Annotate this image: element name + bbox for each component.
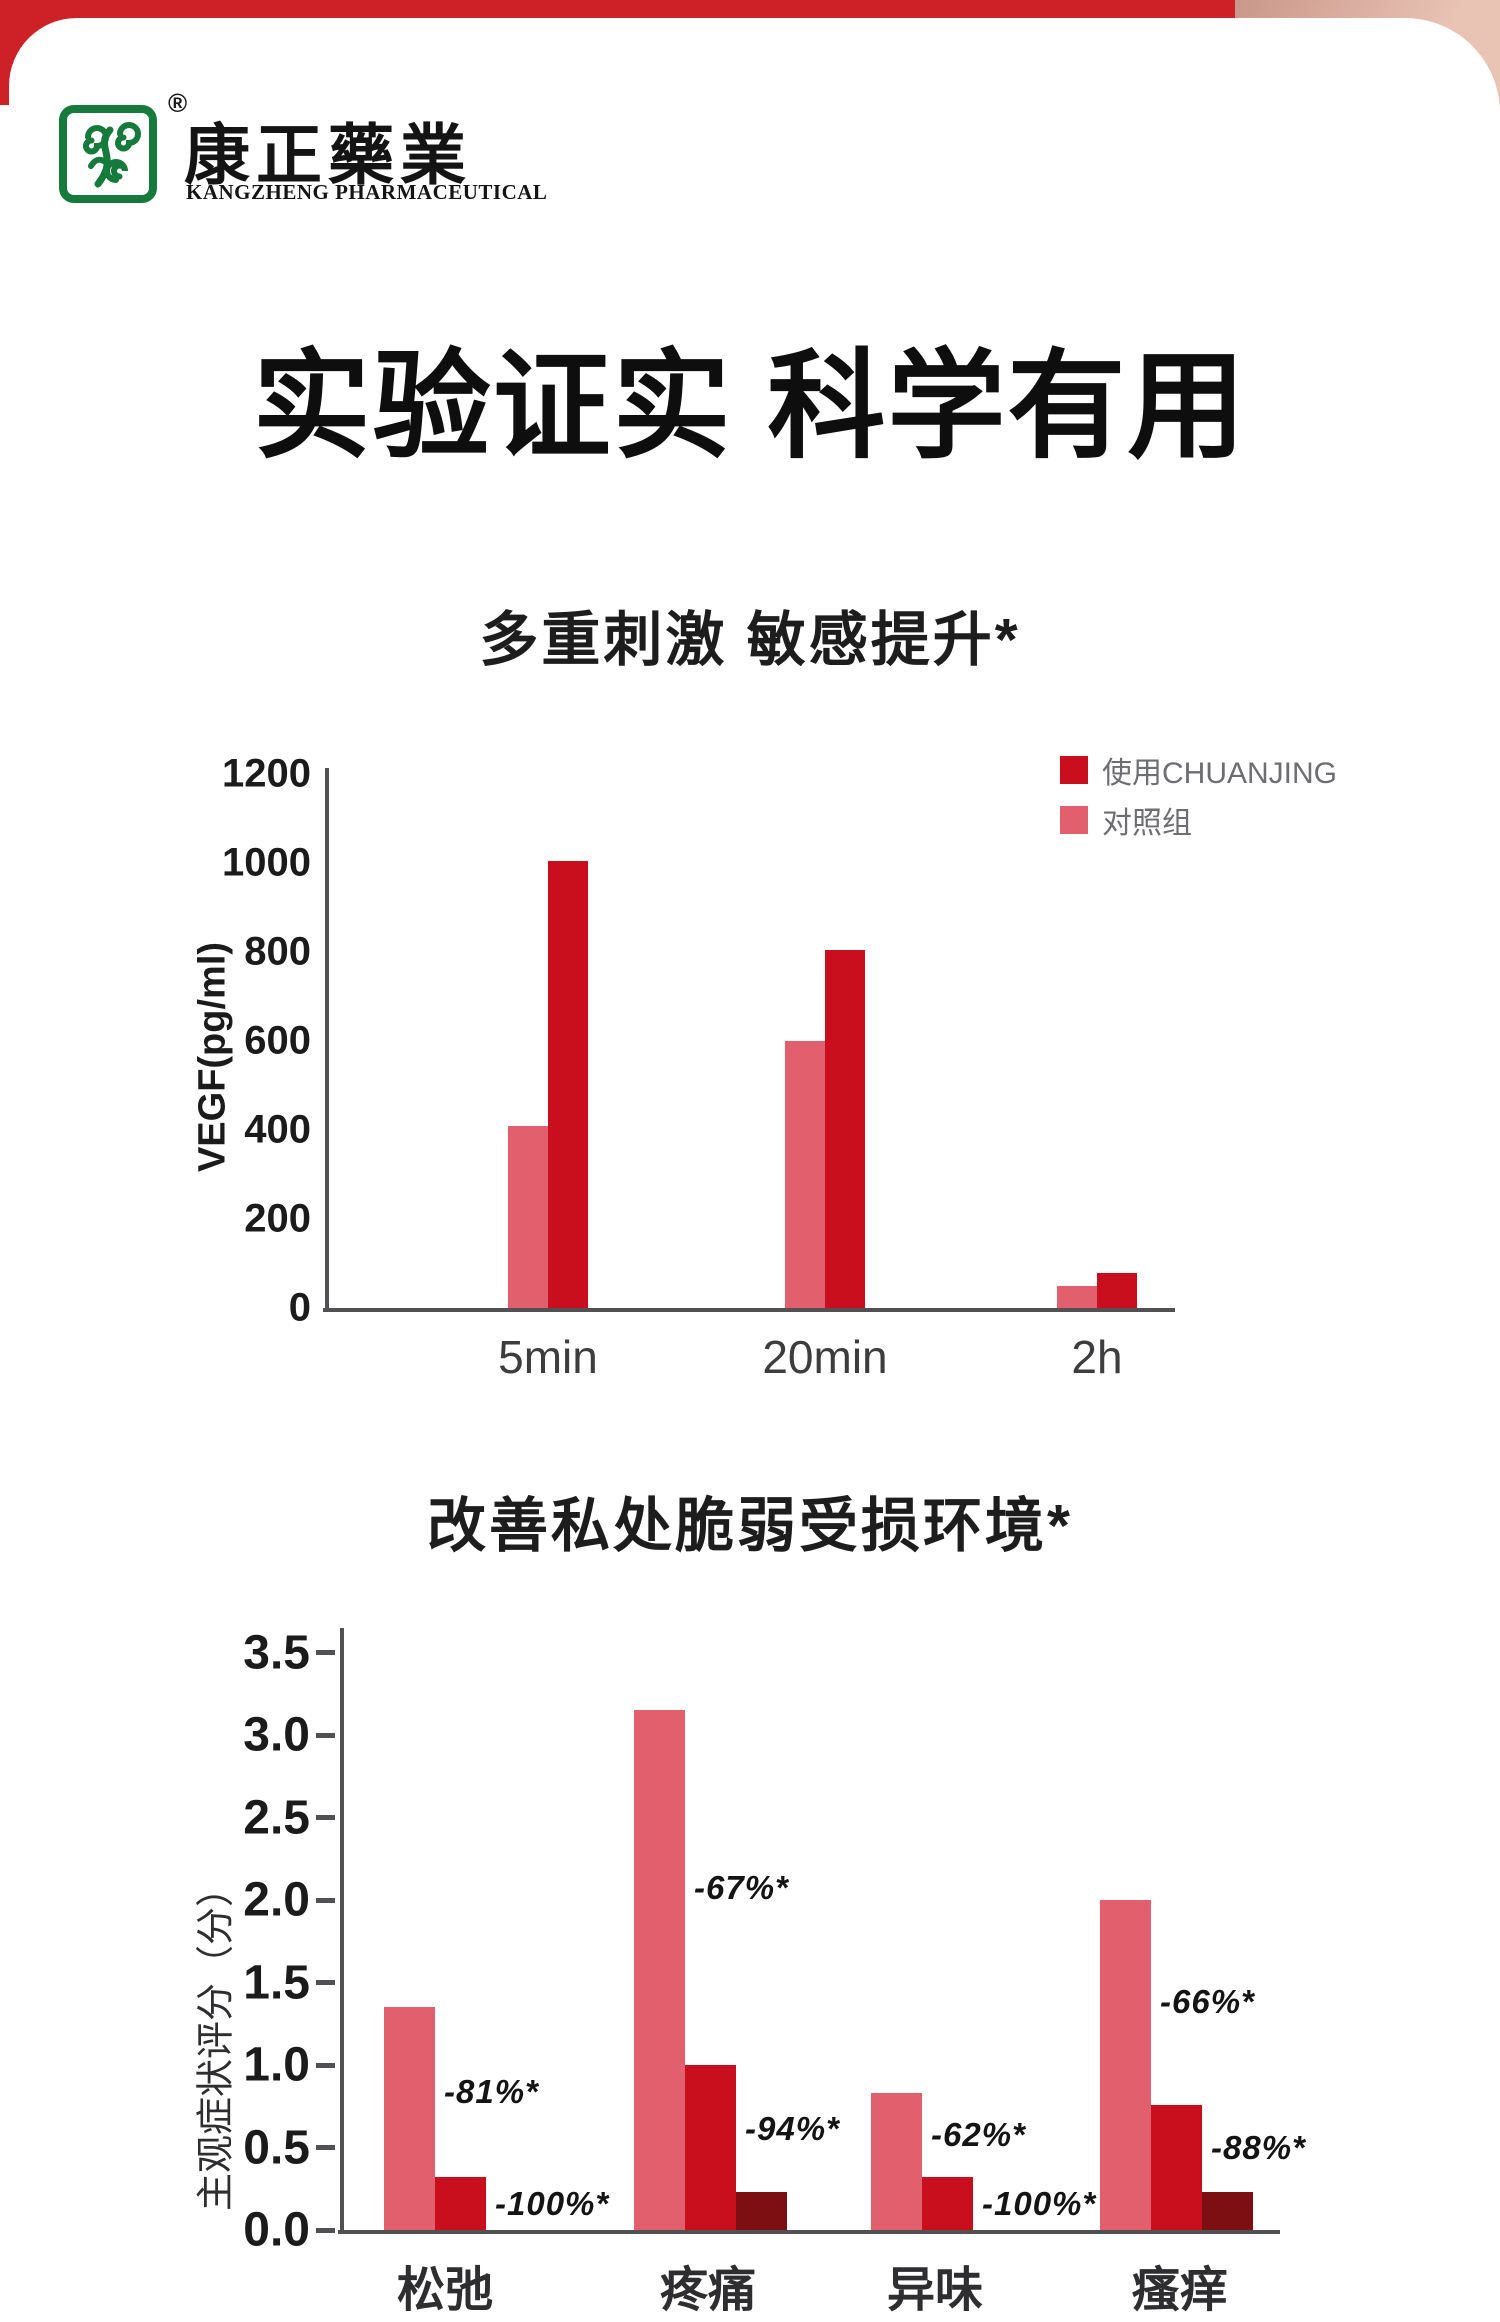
y-tick-label: 0.0	[243, 2203, 310, 2257]
y-tick-mark	[316, 1732, 335, 1738]
x-category-label: 疼痛	[659, 2264, 757, 2317]
y-tick-label: 1.5	[243, 1956, 310, 2009]
registered-mark: ®	[168, 88, 188, 118]
x-axis-line	[338, 2230, 1280, 2234]
reduction-label-dark: -88%*	[1211, 2129, 1306, 2167]
y-tick-mark	[316, 2145, 335, 2150]
x-axis-line	[323, 1308, 1175, 1312]
bar-treated	[548, 860, 588, 1308]
reduction-label-red: -62%*	[931, 2116, 1026, 2154]
y-tick-mark	[316, 1815, 335, 1820]
y-tick-label: 1.0	[243, 2038, 310, 2092]
reduction-label-red: -81%*	[444, 2073, 539, 2111]
reduction-label-dark: -94%*	[745, 2109, 840, 2147]
y-tick-mark	[316, 1897, 335, 1903]
y-tick-label: 3.5	[243, 1626, 310, 1679]
y-tick-label: 600	[244, 1018, 311, 1063]
bar-treated	[825, 949, 865, 1308]
legend-item: 对照组	[1060, 795, 1337, 845]
legend-swatch-icon	[1060, 756, 1088, 784]
legend-swatch-icon	[1060, 806, 1088, 834]
bar-control	[508, 1125, 548, 1308]
y-tick-label: 2.5	[243, 1791, 310, 1844]
y-tick-mark	[316, 1980, 335, 1985]
bar-red	[1151, 2104, 1202, 2230]
bar-treated	[1097, 1273, 1137, 1308]
reduction-label-dark: -100%*	[495, 2184, 610, 2222]
y-axis-line	[325, 768, 329, 1311]
y-tick-mark	[316, 2227, 335, 2233]
y-tick-label: 3.0	[243, 1708, 310, 1762]
bar-control	[785, 1041, 825, 1308]
content-card	[9, 18, 1500, 2322]
bar-pink	[1100, 1900, 1151, 2230]
x-category-label: 异味	[886, 2264, 984, 2317]
y-tick-label: 800	[244, 929, 311, 974]
brand-name-en: KANGZHENG PHARMACEUTICAL	[186, 180, 548, 204]
bar-red	[922, 2177, 973, 2230]
brand-logo: ® 康正藥業 KANGZHENG PHARMACEUTICAL	[56, 88, 547, 218]
y-tick-mark	[316, 1650, 335, 1655]
legend-label: 使用CHUANJING	[1102, 757, 1338, 790]
bar-control	[1057, 1285, 1097, 1308]
bar-red	[685, 2065, 736, 2230]
x-category-label: 松弛	[396, 2264, 494, 2317]
y-axis-title: 主观症状评分（分）	[195, 1868, 238, 2212]
chart1-legend: 使用CHUANJING 对照组	[1060, 745, 1337, 845]
reduction-label-dark: -100%*	[982, 2184, 1097, 2222]
y-tick-label: 0	[288, 1285, 311, 1330]
y-tick-label: 1200	[222, 751, 311, 796]
bar-pink	[384, 2007, 435, 2230]
y-axis-line	[340, 1628, 344, 2233]
reduction-label-red: -67%*	[694, 1868, 789, 1906]
bar-pink	[871, 2093, 922, 2230]
y-tick-label: 400	[244, 1107, 311, 1152]
brand-seal-icon	[59, 105, 157, 203]
x-category-label: 瘙痒	[1131, 2264, 1229, 2317]
legend-label: 对照组	[1102, 807, 1192, 840]
y-tick-label: 2.0	[243, 1873, 310, 1927]
x-category-label: 5min	[498, 1331, 598, 1383]
bar-dark-red	[1202, 2192, 1253, 2230]
bar-pink	[634, 1710, 685, 2230]
y-tick-label: 0.5	[243, 2121, 310, 2174]
chart1-title: 多重刺激 敏感提升*	[479, 607, 1021, 673]
y-axis-title: VEGF(pg/ml)	[191, 941, 234, 1173]
brand-name-zh: 康正藥業	[184, 120, 472, 193]
y-tick-mark	[316, 2062, 335, 2068]
chart2-title: 改善私处脆弱受损环境*	[427, 1493, 1073, 1559]
y-tick-label: 200	[244, 1196, 311, 1241]
x-category-label: 2h	[1071, 1331, 1123, 1383]
y-tick-label: 1000	[222, 840, 311, 885]
bar-dark-red	[736, 2192, 787, 2230]
legend-item: 使用CHUANJING	[1060, 745, 1337, 795]
reduction-label-red: -66%*	[1160, 1983, 1255, 2021]
x-category-label: 20min	[762, 1331, 888, 1383]
bar-red	[435, 2177, 486, 2230]
page-title: 实验证实 科学有用	[252, 341, 1248, 473]
